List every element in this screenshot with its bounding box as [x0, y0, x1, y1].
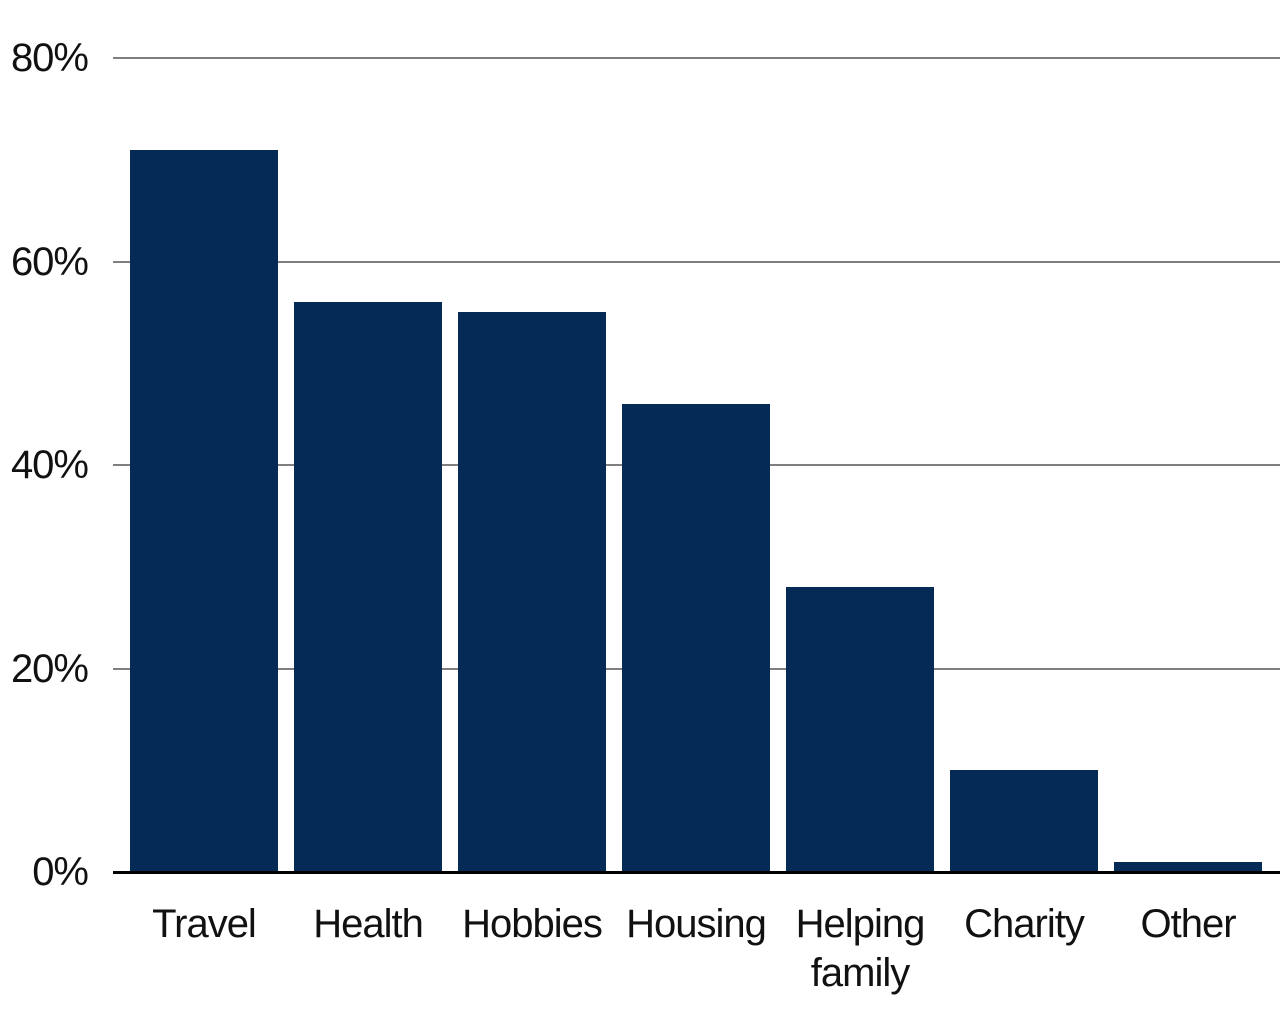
bar-housing: [622, 404, 770, 872]
bar-hobbies: [458, 312, 606, 872]
y-tick-label-40: 40%: [10, 443, 89, 487]
x-tick-label-health: Health: [313, 902, 424, 946]
bar-helping-family: [786, 587, 934, 872]
x-tick-label-charity: Charity: [964, 902, 1085, 946]
gridline-80: [113, 57, 1280, 59]
y-tick-label-60: 60%: [10, 239, 89, 284]
x-tick-label-other: Other: [1140, 902, 1236, 946]
y-tick-label-0: 0%: [32, 850, 89, 894]
x-tick-label-travel: Travel: [152, 902, 257, 946]
y-tick-label-80: 80%: [10, 36, 89, 80]
x-tick-label-helping-family: Helping family: [795, 902, 926, 995]
bar-health: [294, 302, 442, 872]
y-tick-label-20: 20%: [10, 646, 89, 691]
x-tick-label-housing: Housing: [626, 902, 767, 946]
bar-other: [1114, 862, 1262, 872]
x-tick-label-hobbies: Hobbies: [462, 902, 603, 946]
gridline-60: [113, 260, 1280, 263]
bar-travel: [130, 150, 278, 872]
bar-charity: [950, 770, 1098, 872]
